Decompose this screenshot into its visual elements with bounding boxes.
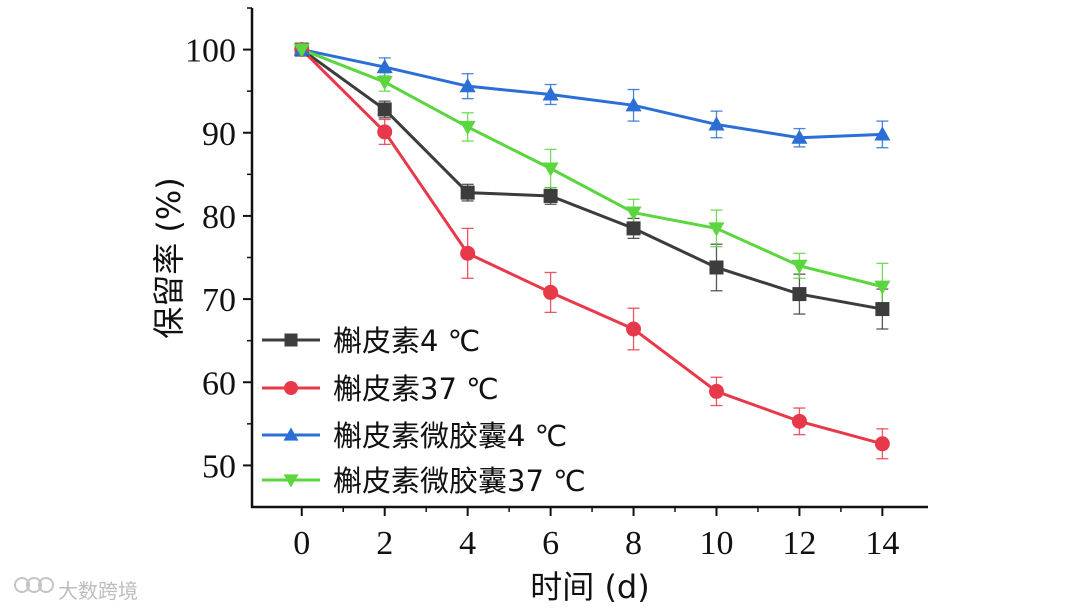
x-tick-label: 14 [865, 525, 899, 562]
data-point-2 [459, 78, 476, 93]
y-axis-title: 保留率 (%) [150, 177, 188, 339]
data-point-0 [377, 102, 392, 117]
legend-label: 槲皮素4 ℃ [333, 324, 480, 358]
y-tick-label: 90 [202, 116, 236, 153]
series-line-2 [301, 48, 883, 140]
series-line-3 [301, 48, 883, 289]
series-lines [300, 48, 883, 446]
y-tick-label: 80 [202, 199, 236, 236]
data-point-2 [625, 97, 642, 112]
x-tick-labels: 0 2 4 6 8 10 12 14 [293, 525, 899, 562]
data-point-2 [542, 86, 559, 101]
x-tick-label: 2 [376, 525, 393, 562]
data-point-3 [874, 280, 891, 295]
x-tick-label: 12 [782, 525, 816, 562]
data-point-3 [459, 120, 476, 135]
series-line-0 [300, 48, 883, 311]
legend-marker [283, 427, 299, 441]
data-point-3 [708, 222, 725, 237]
axes [243, 7, 928, 516]
data-point-1 [626, 321, 642, 337]
legend-label: 槲皮素37 ℃ [333, 372, 499, 406]
legend-marker [284, 333, 298, 347]
series-line-1 [300, 48, 883, 446]
data-point-3 [542, 162, 559, 177]
x-tick-label: 4 [459, 525, 476, 562]
x-tick-label: 0 [293, 525, 310, 562]
data-point-3 [293, 43, 310, 58]
data-point-0 [626, 221, 641, 236]
y-tick-label: 50 [202, 448, 236, 485]
data-point-1 [708, 383, 724, 399]
watermark-text: 大数跨境 [58, 579, 138, 603]
y-tick-label: 100 [185, 33, 236, 70]
series-markers [293, 41, 891, 452]
data-point-1 [460, 245, 476, 261]
legend-marker [284, 381, 298, 395]
data-point-1 [874, 436, 890, 452]
data-point-2 [791, 129, 808, 144]
x-axis-title: 时间 (d) [530, 568, 649, 606]
data-point-0 [792, 287, 807, 302]
x-tick-label: 6 [542, 525, 559, 562]
data-point-2 [708, 116, 725, 131]
y-tick-labels: 50 60 70 80 90 100 [185, 33, 236, 486]
legend-label: 槲皮素微胶囊4 ℃ [333, 419, 567, 453]
legend-marker [283, 474, 299, 488]
y-tick-label: 60 [202, 365, 236, 402]
data-point-3 [791, 259, 808, 274]
logo-icon [14, 577, 54, 593]
watermark: 大数跨境 [14, 577, 138, 603]
data-point-0 [460, 185, 475, 200]
data-point-2 [376, 58, 393, 74]
legend-label: 槲皮素微胶囊37 ℃ [333, 464, 586, 498]
legend: 槲皮素4 ℃ 槲皮素37 ℃ 槲皮素微胶囊4 ℃ 槲皮素微胶囊37 ℃ [262, 324, 586, 498]
data-point-1 [377, 124, 393, 140]
y-tick-label: 70 [202, 282, 236, 319]
data-point-2 [874, 126, 891, 141]
data-point-3 [625, 206, 642, 221]
x-tick-label: 10 [699, 525, 733, 562]
data-point-1 [543, 284, 559, 300]
data-point-0 [709, 260, 724, 275]
data-point-0 [875, 302, 890, 317]
x-tick-label: 8 [625, 525, 642, 562]
data-point-0 [543, 188, 558, 203]
data-point-3 [376, 75, 393, 91]
data-point-1 [791, 413, 807, 429]
